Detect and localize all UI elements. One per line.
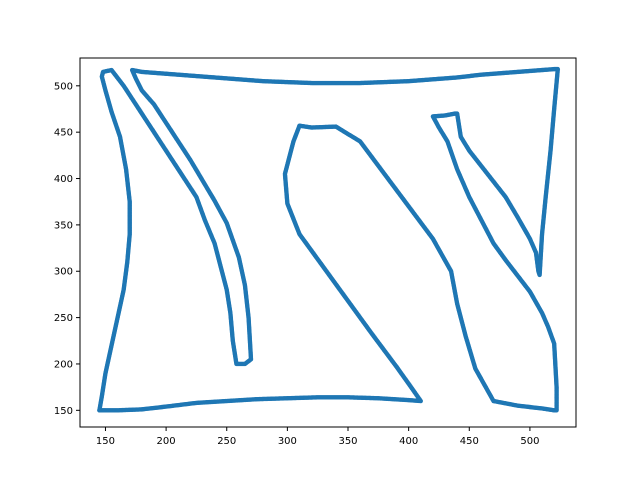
axes-frame <box>79 57 577 428</box>
x-tick-label: 500 <box>520 436 539 447</box>
y-axis: 150 200 250 300 350 400 450 500 <box>54 81 80 417</box>
y-tick-label: 500 <box>54 81 73 92</box>
x-tick-label: 450 <box>460 436 479 447</box>
y-tick-label: 400 <box>54 174 73 185</box>
x-tick-label: 300 <box>278 436 297 447</box>
x-tick-label: 400 <box>399 436 418 447</box>
x-tick-label: 350 <box>338 436 357 447</box>
data-points <box>97 66 561 413</box>
x-tick-label: 200 <box>157 436 176 447</box>
y-tick-label: 250 <box>54 313 73 324</box>
x-tick-label: 150 <box>96 436 115 447</box>
x-tick-label: 250 <box>217 436 236 447</box>
data-point <box>97 408 102 413</box>
y-tick-label: 150 <box>54 406 73 417</box>
y-tick-label: 300 <box>54 267 73 278</box>
x-axis: 150 200 250 300 350 400 450 500 <box>96 427 539 447</box>
y-tick-label: 450 <box>54 128 73 139</box>
y-tick-label: 200 <box>54 359 73 370</box>
y-tick-label: 350 <box>54 220 73 231</box>
